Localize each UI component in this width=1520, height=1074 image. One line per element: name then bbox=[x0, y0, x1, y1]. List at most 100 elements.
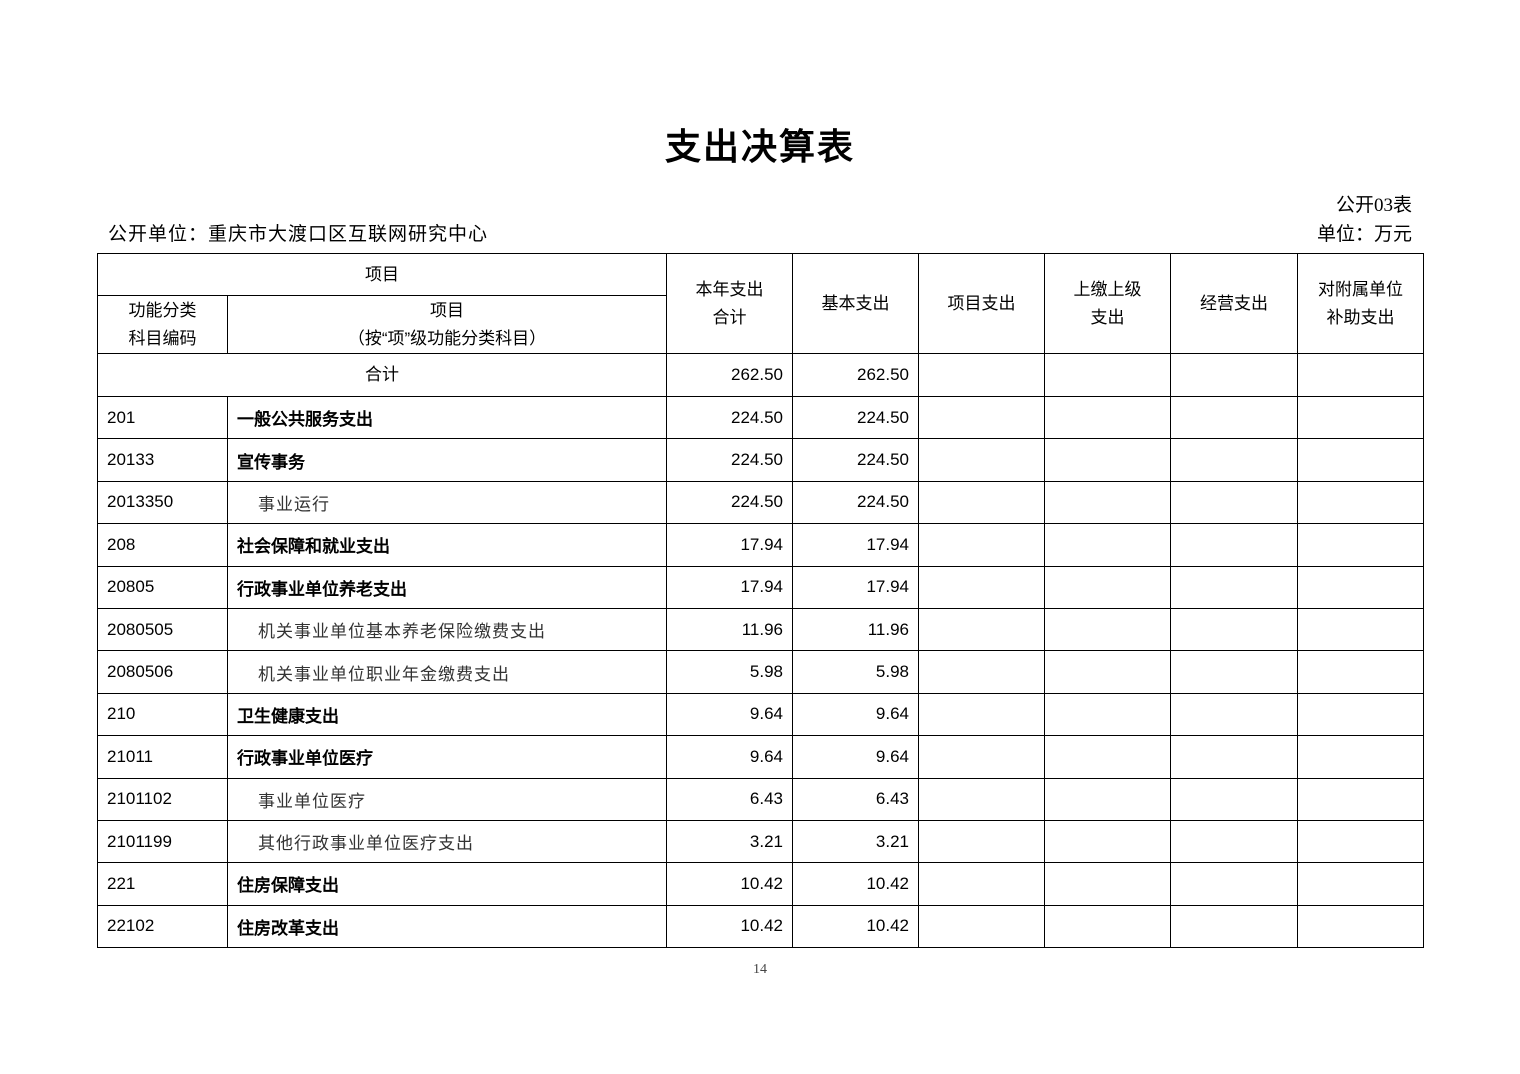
empty-cell bbox=[918, 353, 1045, 397]
row-code: 2080505 bbox=[97, 607, 228, 652]
header-business: 经营支出 bbox=[1170, 253, 1298, 354]
empty-cell bbox=[1044, 480, 1171, 525]
empty-cell bbox=[1297, 650, 1424, 694]
table-number: 公开03表 bbox=[1335, 195, 1412, 216]
row-code: 2013350 bbox=[97, 480, 228, 525]
empty-cell bbox=[1044, 777, 1171, 821]
empty-cell bbox=[1044, 353, 1171, 397]
reporting-unit: 公开单位：重庆市大渡口区互联网研究中心 bbox=[108, 224, 489, 245]
row-code: 201 bbox=[97, 395, 228, 440]
row-basic: 17.94 bbox=[792, 523, 919, 567]
empty-cell bbox=[1297, 904, 1424, 949]
sum-row: 合计 262.50 262.50 bbox=[97, 353, 1424, 397]
row-total: 3.21 bbox=[666, 819, 793, 864]
row-name: 一般公共服务支出 bbox=[227, 395, 667, 440]
empty-cell bbox=[918, 523, 1045, 567]
row-total: 9.64 bbox=[666, 692, 793, 737]
table-row: 208 社会保障和就业支出 17.94 17.94 bbox=[97, 523, 1424, 567]
empty-cell bbox=[1170, 650, 1298, 694]
empty-cell bbox=[1044, 523, 1171, 567]
row-basic: 224.50 bbox=[792, 438, 919, 482]
empty-cell bbox=[1044, 607, 1171, 652]
empty-cell bbox=[1044, 565, 1171, 609]
empty-cell bbox=[918, 735, 1045, 779]
header-basic: 基本支出 bbox=[792, 253, 919, 354]
empty-cell bbox=[1044, 862, 1171, 906]
empty-cell bbox=[1297, 523, 1424, 567]
row-name: 机关事业单位基本养老保险缴费支出 bbox=[227, 607, 667, 652]
header-upper: 上缴上级 支出 bbox=[1044, 253, 1171, 354]
row-total: 5.98 bbox=[666, 650, 793, 694]
row-code: 20805 bbox=[97, 565, 228, 609]
row-total: 224.50 bbox=[666, 480, 793, 525]
row-basic: 6.43 bbox=[792, 777, 919, 821]
table-row: 2101199 其他行政事业单位医疗支出 3.21 3.21 bbox=[97, 819, 1424, 864]
sum-total: 262.50 bbox=[666, 353, 793, 397]
empty-cell bbox=[918, 395, 1045, 440]
empty-cell bbox=[1297, 353, 1424, 397]
row-code: 2101199 bbox=[97, 819, 228, 864]
empty-cell bbox=[1044, 438, 1171, 482]
row-name: 住房保障支出 bbox=[227, 862, 667, 906]
empty-cell bbox=[1170, 565, 1298, 609]
sum-basic: 262.50 bbox=[792, 353, 919, 397]
page-title: 支出决算表 bbox=[664, 126, 855, 167]
row-basic: 10.42 bbox=[792, 862, 919, 906]
row-name: 事业运行 bbox=[227, 480, 667, 525]
empty-cell bbox=[918, 438, 1045, 482]
empty-cell bbox=[1170, 819, 1298, 864]
table-row: 22102 住房改革支出 10.42 10.42 bbox=[97, 904, 1424, 949]
row-name: 宣传事务 bbox=[227, 438, 667, 482]
row-basic: 9.64 bbox=[792, 692, 919, 737]
empty-cell bbox=[918, 565, 1045, 609]
empty-cell bbox=[1297, 565, 1424, 609]
row-total: 224.50 bbox=[666, 395, 793, 440]
row-name: 社会保障和就业支出 bbox=[227, 523, 667, 567]
row-name: 事业单位医疗 bbox=[227, 777, 667, 821]
empty-cell bbox=[1170, 735, 1298, 779]
row-name: 行政事业单位医疗 bbox=[227, 735, 667, 779]
row-name: 卫生健康支出 bbox=[227, 692, 667, 737]
header-subsidy: 对附属单位 补助支出 bbox=[1297, 253, 1424, 354]
row-basic: 5.98 bbox=[792, 650, 919, 694]
empty-cell bbox=[1297, 480, 1424, 525]
row-total: 10.42 bbox=[666, 904, 793, 949]
expenditure-table: 项目 本年支出 合计 基本支出 项目支出 上缴上级 支出 经营支出 对附属单位 补助支… bbox=[97, 253, 1424, 949]
empty-cell bbox=[1170, 777, 1298, 821]
table-row: 20805 行政事业单位养老支出 17.94 17.94 bbox=[97, 565, 1424, 609]
empty-cell bbox=[1044, 395, 1171, 440]
empty-cell bbox=[1044, 692, 1171, 737]
empty-cell bbox=[1297, 607, 1424, 652]
table-row: 210 卫生健康支出 9.64 9.64 bbox=[97, 692, 1424, 737]
row-name: 其他行政事业单位医疗支出 bbox=[227, 819, 667, 864]
row-total: 6.43 bbox=[666, 777, 793, 821]
empty-cell bbox=[1044, 819, 1171, 864]
row-basic: 3.21 bbox=[792, 819, 919, 864]
header-row-1: 项目 本年支出 合计 基本支出 项目支出 上缴上级 支出 经营支出 对附属单位 补助支… bbox=[97, 253, 1424, 354]
empty-cell bbox=[1297, 692, 1424, 737]
row-total: 9.64 bbox=[666, 735, 793, 779]
empty-cell bbox=[918, 819, 1045, 864]
empty-cell bbox=[1170, 395, 1298, 440]
table-row: 2101102 事业单位医疗 6.43 6.43 bbox=[97, 777, 1424, 821]
row-total: 17.94 bbox=[666, 565, 793, 609]
empty-cell bbox=[1297, 862, 1424, 906]
row-basic: 11.96 bbox=[792, 607, 919, 652]
row-basic: 224.50 bbox=[792, 395, 919, 440]
empty-cell bbox=[1044, 650, 1171, 694]
empty-cell bbox=[1170, 480, 1298, 525]
header-project: 项目支出 bbox=[918, 253, 1045, 354]
header-row-2: 功能分类 科目编码 项目 （按“项”级功能分类科目） bbox=[97, 295, 1424, 354]
empty-cell bbox=[918, 862, 1045, 906]
header-total: 本年支出 合计 bbox=[666, 253, 793, 354]
empty-cell bbox=[1170, 692, 1298, 737]
row-code: 22102 bbox=[97, 904, 228, 949]
row-name: 行政事业单位养老支出 bbox=[227, 565, 667, 609]
row-total: 10.42 bbox=[666, 862, 793, 906]
empty-cell bbox=[918, 904, 1045, 949]
empty-cell bbox=[1297, 438, 1424, 482]
row-basic: 224.50 bbox=[792, 480, 919, 525]
header-name: 项目 （按“项”级功能分类科目） bbox=[227, 295, 667, 354]
unit-of-measure: 单位：万元 bbox=[1316, 224, 1412, 245]
